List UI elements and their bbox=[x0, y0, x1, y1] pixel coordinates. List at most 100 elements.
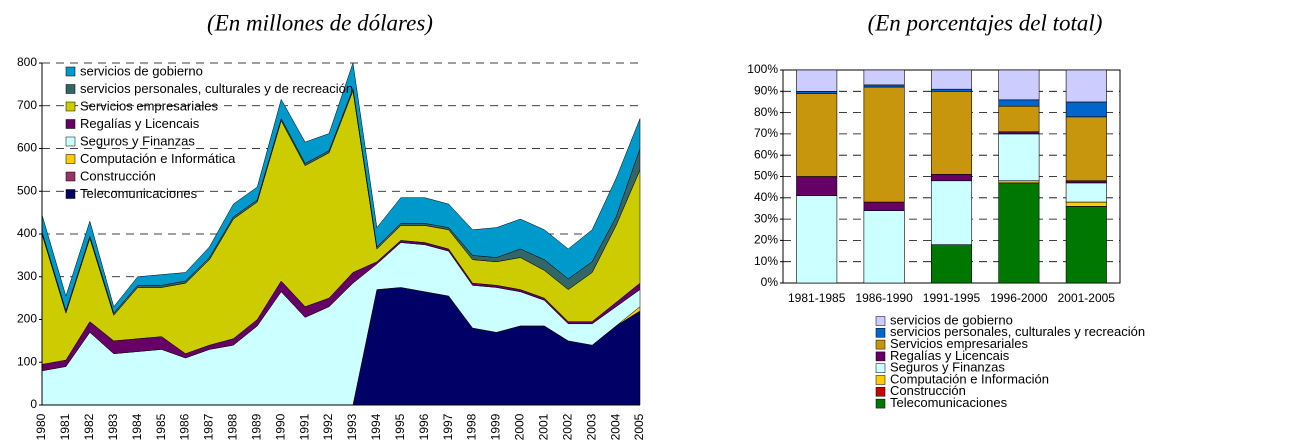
y-tick-label: 70% bbox=[754, 126, 778, 140]
y-tick-label: 200 bbox=[17, 312, 37, 326]
y-tick-label: 700 bbox=[17, 98, 37, 112]
y-tick-label: 0% bbox=[761, 275, 779, 289]
legend-label: Computación e Informática bbox=[80, 151, 236, 166]
legend-swatch bbox=[65, 66, 76, 77]
x-tick-label: 1985 bbox=[154, 413, 168, 440]
legend-label: servicios personales, culturales y de re… bbox=[80, 81, 353, 96]
y-tick-label: 800 bbox=[17, 55, 37, 69]
bar-segment bbox=[930, 174, 973, 182]
legend-label: Regalías y Licencais bbox=[80, 116, 200, 131]
x-tick-label: 1988 bbox=[226, 413, 240, 440]
y-tick-label: 50% bbox=[754, 169, 778, 183]
bar-segment bbox=[930, 244, 973, 284]
bar-segment bbox=[930, 180, 973, 245]
y-tick-label: 300 bbox=[17, 269, 37, 283]
x-tick-label: 1994 bbox=[369, 413, 383, 440]
bar-segment bbox=[1065, 101, 1107, 118]
x-tick-label: 1996 bbox=[417, 413, 431, 440]
x-tick-label: 1986 bbox=[178, 413, 192, 440]
bar-segment bbox=[1065, 69, 1107, 103]
y-tick-label: 400 bbox=[17, 226, 37, 240]
legend-swatch bbox=[65, 136, 76, 147]
x-tick-label: 1997 bbox=[441, 413, 455, 440]
legend-swatch bbox=[875, 387, 886, 397]
legend-label: Telecomunicaciones bbox=[80, 186, 198, 201]
y-tick-label: 10% bbox=[754, 254, 778, 268]
bar-segment bbox=[863, 84, 905, 88]
y-tick-label: 40% bbox=[754, 190, 778, 204]
bar-segment bbox=[1065, 182, 1107, 203]
y-tick-label: 90% bbox=[754, 83, 778, 97]
bar-segment bbox=[998, 180, 1040, 184]
bar-segment bbox=[998, 182, 1040, 284]
legend-label: Regalías y Licencais bbox=[890, 348, 1010, 363]
bar-segment bbox=[1065, 206, 1107, 284]
x-tick-label: 1986-1990 bbox=[855, 291, 913, 305]
x-tick-label: 2002 bbox=[560, 413, 574, 440]
legend-swatch bbox=[875, 398, 886, 409]
y-tick-label: 500 bbox=[17, 183, 37, 197]
x-tick-label: 2001-2005 bbox=[1058, 291, 1116, 305]
legend-swatch bbox=[65, 119, 76, 129]
legend-label: Servicios empresariales bbox=[890, 336, 1028, 351]
bar-segment bbox=[998, 69, 1040, 101]
bar-segment bbox=[930, 69, 973, 90]
chart-subtitle: (En porcentajes del total) bbox=[868, 10, 1103, 35]
y-tick-label: 60% bbox=[754, 147, 778, 161]
bar-segment bbox=[998, 99, 1040, 107]
legend-label: Seguros y Finanzas bbox=[80, 133, 195, 148]
x-tick-label: 2003 bbox=[584, 413, 598, 440]
x-tick-label: 1992 bbox=[321, 413, 335, 440]
x-tick-label: 1984 bbox=[130, 413, 144, 440]
legend-label: Construcción bbox=[80, 168, 156, 183]
legend-swatch bbox=[875, 328, 886, 338]
bar-segment bbox=[863, 210, 905, 284]
x-tick-label: 2001 bbox=[536, 413, 550, 440]
y-tick-label: 80% bbox=[754, 105, 778, 119]
x-tick-label: 1991-1995 bbox=[923, 291, 981, 305]
bar-segment bbox=[998, 131, 1040, 135]
x-tick-label: 1993 bbox=[345, 413, 359, 440]
legend-label: Construcción bbox=[890, 383, 966, 398]
x-tick-label: 2000 bbox=[513, 413, 527, 440]
bar-segment bbox=[1065, 201, 1107, 207]
legend-swatch bbox=[65, 84, 76, 94]
bar-segment bbox=[863, 69, 905, 86]
bar-segment bbox=[796, 91, 838, 94]
bar-segment bbox=[998, 105, 1040, 133]
legend-swatch bbox=[875, 316, 886, 326]
x-tick-label: 1991 bbox=[297, 413, 311, 440]
legend-label: servicios de gobierno bbox=[80, 63, 203, 78]
legend-swatch bbox=[875, 351, 886, 362]
x-tick-label: 1981-1985 bbox=[788, 291, 846, 305]
x-tick-label: 2004 bbox=[608, 413, 622, 440]
x-tick-label: 1980 bbox=[34, 413, 48, 440]
legend-label: Telecomunicaciones bbox=[890, 395, 1008, 410]
bar-segment bbox=[796, 176, 838, 196]
bar-segment bbox=[863, 201, 905, 211]
legend-swatch bbox=[65, 154, 76, 164]
y-tick-label: 100 bbox=[17, 354, 37, 368]
area bbox=[41, 62, 641, 314]
x-tick-label: 1987 bbox=[202, 413, 216, 440]
legend-swatch bbox=[65, 101, 76, 112]
legend-swatch bbox=[875, 339, 886, 350]
x-tick-label: 1990 bbox=[273, 413, 287, 440]
x-tick-label: 1983 bbox=[106, 413, 120, 440]
bar-segment bbox=[1065, 180, 1107, 184]
legend-label: servicios de gobierno bbox=[890, 312, 1013, 327]
legend-swatch bbox=[65, 171, 76, 182]
legend-swatch bbox=[875, 375, 886, 385]
bar-segment bbox=[796, 195, 838, 284]
legend-label: Seguros y Finanzas bbox=[890, 360, 1005, 375]
legend-label: Computación e Información bbox=[890, 371, 1049, 386]
y-tick-label: 600 bbox=[17, 141, 37, 155]
y-tick-label: 0 bbox=[30, 397, 37, 411]
bar-segment bbox=[930, 91, 973, 175]
legend-swatch bbox=[65, 189, 76, 199]
bar-segment bbox=[998, 133, 1040, 182]
y-tick-label: 20% bbox=[754, 233, 778, 247]
y-tick-label: 100% bbox=[747, 62, 778, 76]
legend-label: servicios personales, culturales y recre… bbox=[890, 324, 1145, 339]
x-tick-label: 1999 bbox=[489, 413, 503, 440]
